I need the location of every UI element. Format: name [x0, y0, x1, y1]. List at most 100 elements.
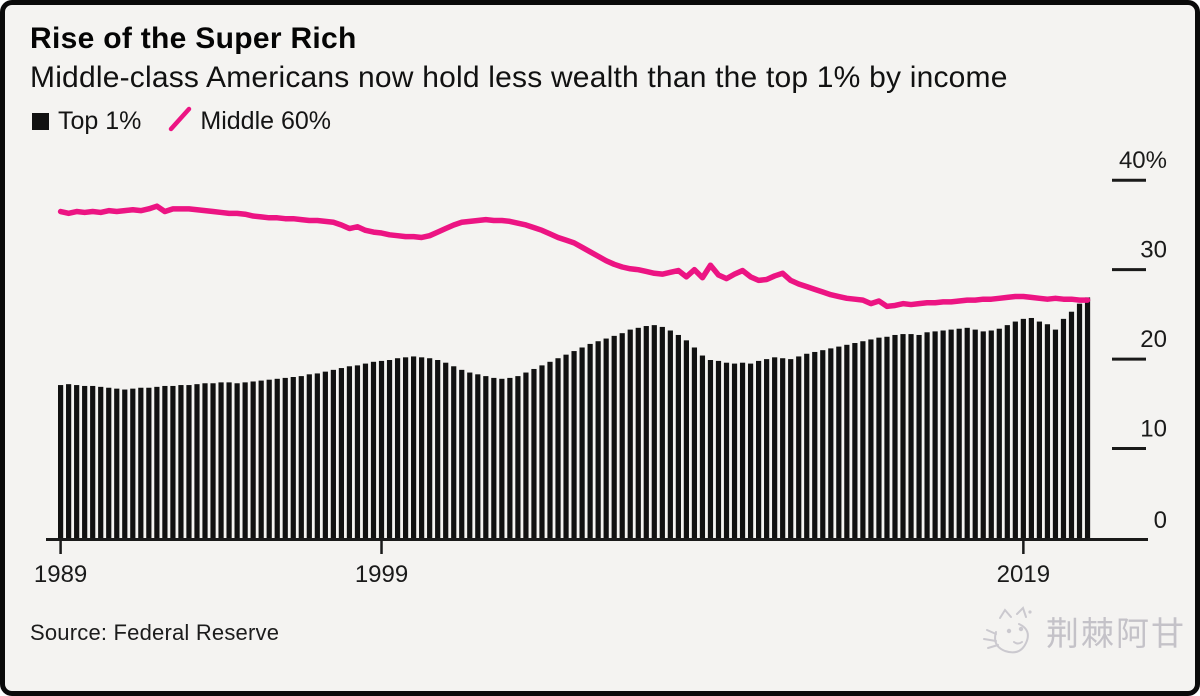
bar-top1	[651, 325, 657, 539]
bar-top1	[868, 339, 874, 539]
bar-top1	[1060, 318, 1067, 539]
bar-top1	[948, 329, 954, 539]
bar-top1	[443, 362, 449, 539]
bar-top1	[884, 336, 890, 539]
bar-top1	[675, 334, 681, 539]
watermark-text: 荆棘阿甘	[1046, 615, 1186, 652]
bar-top1	[804, 353, 810, 539]
bar-top1	[459, 369, 465, 539]
bar-top1	[707, 360, 714, 539]
bar-top1	[242, 382, 248, 539]
bar-top1	[338, 368, 345, 539]
bar-top1	[964, 327, 970, 539]
bar-top1	[258, 380, 264, 539]
bar-top1	[699, 355, 706, 539]
bar-top1	[1004, 325, 1010, 539]
bar-top1	[772, 357, 778, 539]
source-note: Source: Federal Reserve	[30, 620, 280, 645]
bar-top1	[747, 363, 754, 539]
bar-top1	[130, 388, 136, 539]
bar-top1	[820, 350, 826, 539]
bar-top1	[362, 363, 369, 539]
bar-top1	[531, 368, 537, 539]
bar-top1	[1028, 317, 1034, 539]
bar-top1	[451, 366, 457, 539]
bar-top1	[499, 378, 505, 539]
bar-top1	[980, 331, 986, 539]
bar-top1	[555, 358, 561, 539]
x-tick-label: 2019	[997, 561, 1050, 588]
bar-top1	[306, 374, 312, 539]
bar-top1	[844, 344, 850, 539]
bar-top1	[852, 343, 858, 539]
bar-top1	[435, 360, 441, 539]
bar-top1	[402, 357, 409, 539]
bar-top1	[523, 372, 529, 539]
slash-icon	[169, 106, 192, 131]
bar-top1	[683, 340, 689, 539]
bar-top1	[290, 377, 296, 539]
legend: Top 1% Middle 60%	[32, 106, 332, 135]
bar-top1	[876, 337, 882, 539]
bar-top1	[932, 331, 938, 539]
bar-top1	[796, 356, 802, 539]
bar-top1	[210, 383, 216, 539]
chart-subtitle: Middle-class Americans now hold less wea…	[30, 61, 1008, 94]
bar-top1	[723, 362, 730, 539]
bar-top1	[274, 378, 280, 539]
bar-top1	[788, 359, 794, 539]
bar-top1	[66, 384, 72, 539]
bar-top1	[828, 348, 834, 539]
bar-top1	[354, 365, 361, 539]
bar-top1	[370, 361, 377, 539]
bar-top1	[667, 330, 673, 539]
bar-top1	[58, 385, 64, 539]
bar-top1	[739, 362, 746, 539]
y-tick-label: 20	[1140, 326, 1167, 353]
bar-top1	[900, 334, 906, 539]
bar-top1	[330, 369, 336, 539]
bar-top1	[563, 354, 569, 539]
bar-top1	[170, 385, 176, 539]
bar-top1	[1044, 324, 1051, 539]
bar-top1	[595, 341, 601, 539]
bar-top1	[202, 383, 208, 539]
bar-top1	[579, 347, 585, 539]
page-title: Rise of the Super Rich	[30, 22, 357, 55]
bar-top1	[194, 384, 200, 539]
bar-top1	[1052, 329, 1059, 539]
bar-top1	[378, 360, 385, 539]
legend-label-top1: Top 1%	[58, 106, 142, 135]
cat-doodle-icon	[983, 606, 1032, 654]
bar-top1	[1012, 321, 1018, 539]
bar-top1	[186, 385, 192, 539]
bar-top1	[266, 379, 272, 539]
bar-top1	[571, 351, 577, 539]
bar-top1	[908, 334, 914, 539]
legend-label-middle60: Middle 60%	[200, 106, 332, 135]
bar-top1	[643, 326, 649, 539]
bar-top1	[715, 360, 722, 539]
bar-top1	[250, 381, 256, 539]
bar-top1	[956, 328, 962, 539]
y-tick-label: 30	[1140, 237, 1167, 264]
bar-top1	[1020, 318, 1026, 539]
bar-top1	[491, 377, 497, 539]
bar-top1	[427, 358, 433, 539]
bar-top1	[756, 360, 762, 539]
y-tick-label: 40%	[1119, 147, 1167, 174]
middle60-line	[57, 203, 1091, 310]
bar-top1	[122, 389, 128, 539]
x-tick-label: 1989	[34, 561, 87, 588]
bar-top1	[475, 374, 481, 539]
bar-top1	[98, 386, 104, 539]
bar-top1	[924, 332, 930, 539]
bar-top1	[74, 385, 80, 539]
bar-top1	[178, 385, 184, 539]
bar-top1	[226, 382, 232, 539]
bar-top1	[972, 329, 978, 539]
bar-top1	[780, 358, 786, 539]
bar-top1	[146, 387, 152, 539]
bar-top1	[940, 330, 946, 539]
bar-top1	[314, 373, 320, 539]
